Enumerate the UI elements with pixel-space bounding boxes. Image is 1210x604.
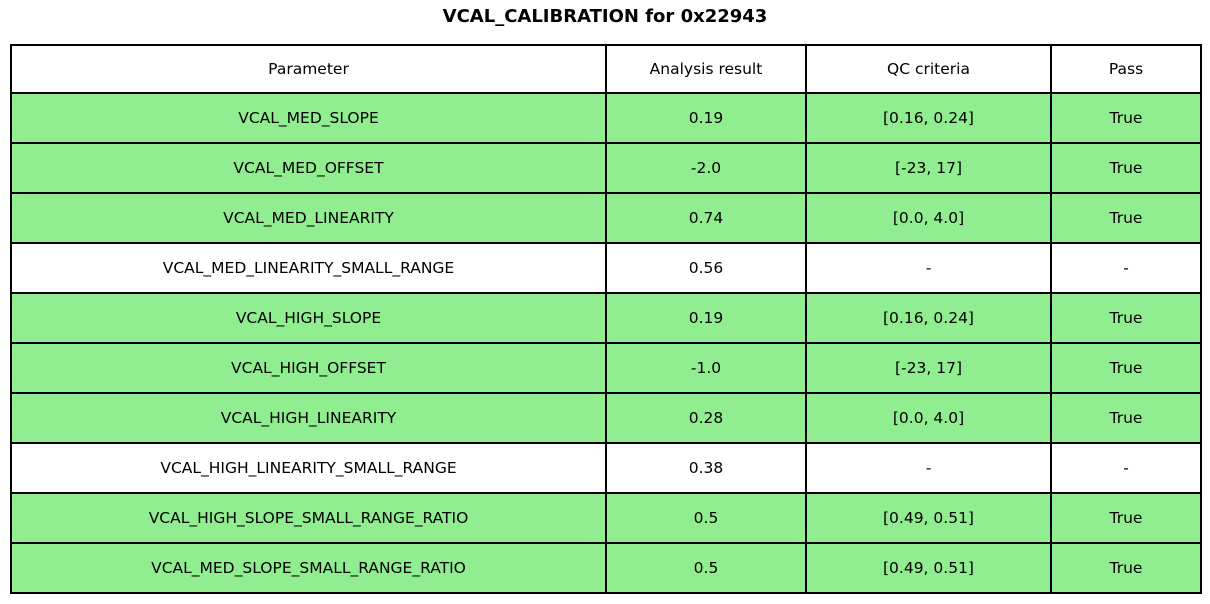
- cell-result: 0.19: [605, 92, 807, 144]
- cell-result: 0.38: [605, 442, 807, 494]
- cell-criteria: [0.0, 4.0]: [805, 192, 1052, 244]
- column-header-pass: Pass: [1050, 44, 1202, 94]
- table-body: VCAL_MED_SLOPE 0.19 [0.16, 0.24] True VC…: [10, 92, 1202, 594]
- column-header-parameter: Parameter: [10, 44, 607, 94]
- cell-parameter: VCAL_MED_SLOPE_SMALL_RANGE_RATIO: [10, 542, 607, 594]
- table-row: VCAL_HIGH_SLOPE 0.19 [0.16, 0.24] True: [10, 292, 1202, 344]
- cell-result: 0.56: [605, 242, 807, 294]
- table-row: VCAL_HIGH_SLOPE_SMALL_RANGE_RATIO 0.5 [0…: [10, 492, 1202, 544]
- cell-pass: -: [1050, 242, 1202, 294]
- cell-parameter: VCAL_MED_SLOPE: [10, 92, 607, 144]
- cell-result: 0.5: [605, 492, 807, 544]
- cell-pass: True: [1050, 392, 1202, 444]
- table-header: Parameter Analysis result QC criteria Pa…: [10, 44, 1202, 94]
- cell-criteria: [0.16, 0.24]: [805, 92, 1052, 144]
- cell-criteria: [0.16, 0.24]: [805, 292, 1052, 344]
- cell-criteria: [-23, 17]: [805, 142, 1052, 194]
- cell-criteria: [-23, 17]: [805, 342, 1052, 394]
- cell-pass: True: [1050, 542, 1202, 594]
- cell-criteria: [0.0, 4.0]: [805, 392, 1052, 444]
- cell-result: 0.5: [605, 542, 807, 594]
- column-header-qc-criteria: QC criteria: [805, 44, 1052, 94]
- cell-criteria: [0.49, 0.51]: [805, 492, 1052, 544]
- table-row: VCAL_HIGH_LINEARITY_SMALL_RANGE 0.38 - -: [10, 442, 1202, 494]
- cell-pass: True: [1050, 292, 1202, 344]
- cell-criteria: -: [805, 442, 1052, 494]
- cell-criteria: -: [805, 242, 1052, 294]
- cell-pass: True: [1050, 492, 1202, 544]
- cell-parameter: VCAL_MED_OFFSET: [10, 142, 607, 194]
- cell-result: 0.19: [605, 292, 807, 344]
- cell-parameter: VCAL_HIGH_SLOPE_SMALL_RANGE_RATIO: [10, 492, 607, 544]
- cell-parameter: VCAL_MED_LINEARITY: [10, 192, 607, 244]
- cell-parameter: VCAL_MED_LINEARITY_SMALL_RANGE: [10, 242, 607, 294]
- table-row: VCAL_HIGH_LINEARITY 0.28 [0.0, 4.0] True: [10, 392, 1202, 444]
- cell-result: 0.28: [605, 392, 807, 444]
- table-row: VCAL_MED_LINEARITY_SMALL_RANGE 0.56 - -: [10, 242, 1202, 294]
- cell-pass: -: [1050, 442, 1202, 494]
- table-row: VCAL_MED_SLOPE_SMALL_RANGE_RATIO 0.5 [0.…: [10, 542, 1202, 594]
- header-row: Parameter Analysis result QC criteria Pa…: [10, 44, 1202, 94]
- cell-result: 0.74: [605, 192, 807, 244]
- column-header-analysis-result: Analysis result: [605, 44, 807, 94]
- cell-pass: True: [1050, 342, 1202, 394]
- cell-result: -2.0: [605, 142, 807, 194]
- table-row: VCAL_MED_LINEARITY 0.74 [0.0, 4.0] True: [10, 192, 1202, 244]
- cell-pass: True: [1050, 92, 1202, 144]
- table-row: VCAL_HIGH_OFFSET -1.0 [-23, 17] True: [10, 342, 1202, 394]
- cell-pass: True: [1050, 142, 1202, 194]
- table-row: VCAL_MED_OFFSET -2.0 [-23, 17] True: [10, 142, 1202, 194]
- cell-parameter: VCAL_HIGH_LINEARITY: [10, 392, 607, 444]
- table-row: VCAL_MED_SLOPE 0.19 [0.16, 0.24] True: [10, 92, 1202, 144]
- cell-parameter: VCAL_HIGH_SLOPE: [10, 292, 607, 344]
- cell-result: -1.0: [605, 342, 807, 394]
- cell-parameter: VCAL_HIGH_LINEARITY_SMALL_RANGE: [10, 442, 607, 494]
- qc-results-table: Parameter Analysis result QC criteria Pa…: [10, 44, 1202, 594]
- cell-parameter: VCAL_HIGH_OFFSET: [10, 342, 607, 394]
- chart-title: VCAL_CALIBRATION for 0x22943: [442, 6, 768, 27]
- cell-criteria: [0.49, 0.51]: [805, 542, 1052, 594]
- cell-pass: True: [1050, 192, 1202, 244]
